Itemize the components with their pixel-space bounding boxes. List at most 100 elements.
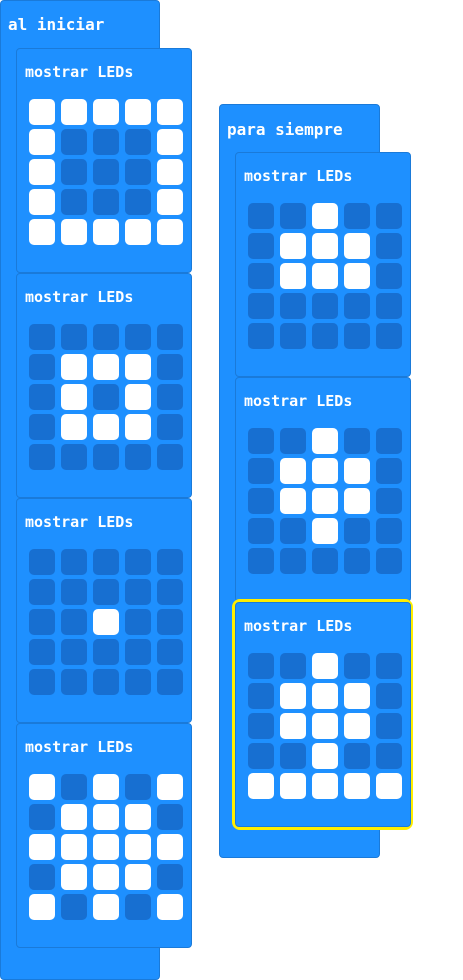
led-3-4[interactable] [376, 293, 402, 319]
led-3-2[interactable] [312, 293, 338, 319]
forever-show-leds-block[interactable]: mostrar LEDs [235, 377, 411, 602]
led-4-2[interactable] [93, 219, 119, 245]
led-3-3[interactable] [125, 639, 151, 665]
led-3-2[interactable] [93, 639, 119, 665]
led-3-1[interactable] [280, 293, 306, 319]
led-3-4[interactable] [157, 864, 183, 890]
led-0-3[interactable] [125, 774, 151, 800]
led-3-3[interactable] [125, 189, 151, 215]
led-0-3[interactable] [344, 203, 370, 229]
led-4-4[interactable] [376, 548, 402, 574]
led-2-3[interactable] [344, 263, 370, 289]
led-4-0[interactable] [29, 219, 55, 245]
led-3-2[interactable] [93, 864, 119, 890]
led-3-1[interactable] [61, 639, 87, 665]
led-1-3[interactable] [125, 804, 151, 830]
led-2-0[interactable] [29, 834, 55, 860]
led-4-3[interactable] [125, 669, 151, 695]
led-4-2[interactable] [93, 894, 119, 920]
led-2-3[interactable] [344, 713, 370, 739]
led-1-1[interactable] [61, 354, 87, 380]
led-3-3[interactable] [125, 414, 151, 440]
led-3-1[interactable] [280, 743, 306, 769]
led-0-0[interactable] [29, 99, 55, 125]
led-3-3[interactable] [125, 864, 151, 890]
led-4-0[interactable] [29, 444, 55, 470]
led-0-2[interactable] [312, 203, 338, 229]
led-0-1[interactable] [280, 203, 306, 229]
led-2-3[interactable] [125, 834, 151, 860]
led-0-0[interactable] [248, 653, 274, 679]
led-1-2[interactable] [312, 683, 338, 709]
led-3-3[interactable] [344, 518, 370, 544]
led-0-3[interactable] [344, 428, 370, 454]
led-2-3[interactable] [344, 488, 370, 514]
led-2-0[interactable] [29, 609, 55, 635]
led-2-1[interactable] [61, 159, 87, 185]
led-2-2[interactable] [93, 384, 119, 410]
led-3-4[interactable] [157, 414, 183, 440]
led-3-1[interactable] [61, 864, 87, 890]
led-3-1[interactable] [61, 189, 87, 215]
led-4-0[interactable] [248, 548, 274, 574]
led-1-4[interactable] [376, 458, 402, 484]
led-0-0[interactable] [248, 428, 274, 454]
led-2-0[interactable] [248, 488, 274, 514]
led-0-0[interactable] [29, 774, 55, 800]
led-2-3[interactable] [125, 159, 151, 185]
start-show-leds-block[interactable]: mostrar LEDs [16, 48, 192, 273]
led-4-1[interactable] [61, 444, 87, 470]
led-2-2[interactable] [312, 713, 338, 739]
led-0-2[interactable] [93, 549, 119, 575]
led-0-4[interactable] [157, 549, 183, 575]
start-show-leds-block[interactable]: mostrar LEDs [16, 723, 192, 948]
led-4-2[interactable] [93, 669, 119, 695]
led-0-2[interactable] [312, 653, 338, 679]
led-0-4[interactable] [376, 653, 402, 679]
led-3-4[interactable] [376, 743, 402, 769]
led-0-1[interactable] [280, 653, 306, 679]
led-1-2[interactable] [312, 458, 338, 484]
led-4-1[interactable] [280, 548, 306, 574]
led-4-1[interactable] [61, 219, 87, 245]
led-4-0[interactable] [248, 323, 274, 349]
led-1-1[interactable] [61, 804, 87, 830]
led-1-1[interactable] [280, 233, 306, 259]
led-0-4[interactable] [157, 99, 183, 125]
led-2-1[interactable] [61, 834, 87, 860]
led-2-1[interactable] [280, 713, 306, 739]
led-0-0[interactable] [248, 203, 274, 229]
led-4-1[interactable] [61, 894, 87, 920]
led-1-4[interactable] [157, 354, 183, 380]
led-3-0[interactable] [29, 864, 55, 890]
led-3-2[interactable] [93, 189, 119, 215]
forever-show-leds-block[interactable]: mostrar LEDs [235, 602, 411, 827]
led-0-3[interactable] [344, 653, 370, 679]
led-2-3[interactable] [125, 609, 151, 635]
led-1-3[interactable] [344, 458, 370, 484]
led-4-4[interactable] [157, 894, 183, 920]
led-0-2[interactable] [93, 324, 119, 350]
led-0-3[interactable] [125, 549, 151, 575]
led-0-2[interactable] [312, 428, 338, 454]
led-2-2[interactable] [312, 488, 338, 514]
led-4-3[interactable] [125, 894, 151, 920]
led-2-4[interactable] [376, 488, 402, 514]
led-1-3[interactable] [125, 354, 151, 380]
led-1-1[interactable] [61, 129, 87, 155]
led-2-0[interactable] [29, 384, 55, 410]
led-4-2[interactable] [312, 548, 338, 574]
led-3-0[interactable] [29, 414, 55, 440]
led-2-4[interactable] [157, 834, 183, 860]
led-3-0[interactable] [248, 743, 274, 769]
forever-show-leds-block[interactable]: mostrar LEDs [235, 152, 411, 377]
led-4-2[interactable] [93, 444, 119, 470]
led-4-4[interactable] [157, 444, 183, 470]
led-1-1[interactable] [280, 458, 306, 484]
led-0-2[interactable] [93, 774, 119, 800]
led-3-2[interactable] [93, 414, 119, 440]
led-3-2[interactable] [312, 518, 338, 544]
led-2-1[interactable] [61, 609, 87, 635]
led-1-3[interactable] [344, 233, 370, 259]
led-4-0[interactable] [248, 773, 274, 799]
